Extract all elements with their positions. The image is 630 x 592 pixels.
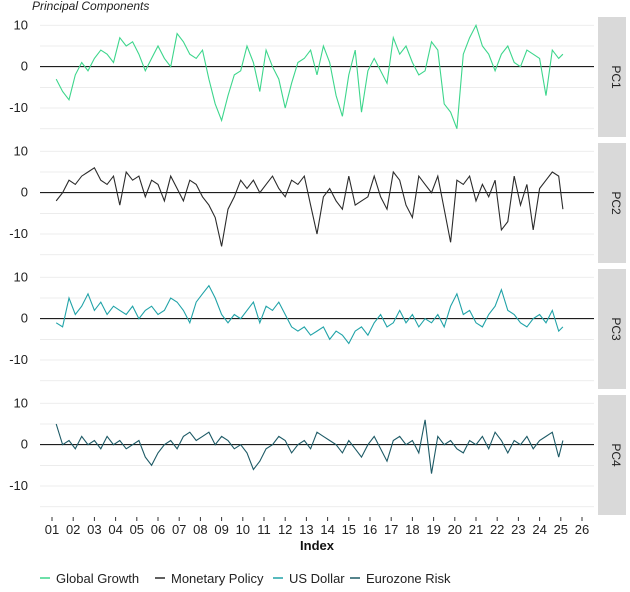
chart-title: Principal Components bbox=[32, 0, 149, 13]
x-tick-label: 09 bbox=[214, 522, 228, 537]
x-tick-label: 04 bbox=[108, 522, 122, 537]
x-tick-label: 17 bbox=[384, 522, 398, 537]
x-tick-label: 03 bbox=[87, 522, 101, 537]
x-tick-label: 01 bbox=[45, 522, 59, 537]
series-line-pc1 bbox=[55, 23, 564, 129]
x-tick-label: 02 bbox=[66, 522, 80, 537]
x-tick-label: 20 bbox=[448, 522, 462, 537]
facet-strip-label: PC4 bbox=[609, 443, 623, 467]
legend-label: Global Growth bbox=[56, 571, 139, 586]
x-tick-label: 12 bbox=[278, 522, 292, 537]
x-tick-label: 08 bbox=[193, 522, 207, 537]
facet-strip-label: PC1 bbox=[609, 65, 623, 89]
facet-strip-label: PC2 bbox=[609, 191, 623, 215]
x-tick-label: 14 bbox=[320, 522, 334, 537]
y-tick-label: 0 bbox=[21, 437, 28, 452]
x-tick-label: 21 bbox=[469, 522, 483, 537]
x-tick-label: 15 bbox=[342, 522, 356, 537]
y-tick-label: -10 bbox=[9, 226, 28, 241]
y-tick-label: 0 bbox=[21, 59, 28, 74]
x-tick-label: 16 bbox=[363, 522, 377, 537]
x-tick-label: 23 bbox=[511, 522, 525, 537]
x-tick-label: 13 bbox=[299, 522, 313, 537]
facet-strip bbox=[598, 269, 626, 389]
x-tick-label: 22 bbox=[490, 522, 504, 537]
y-tick-label: -10 bbox=[9, 478, 28, 493]
facet-strip bbox=[598, 143, 626, 263]
y-tick-label: 10 bbox=[14, 269, 28, 284]
facet-strip-label: PC3 bbox=[609, 317, 623, 341]
y-tick-label: 10 bbox=[14, 143, 28, 158]
facet-strip bbox=[598, 395, 626, 515]
series-line-pc2 bbox=[55, 167, 564, 247]
y-tick-label: 10 bbox=[14, 17, 28, 32]
y-tick-label: -10 bbox=[9, 352, 28, 367]
series-line-pc3 bbox=[55, 284, 564, 345]
x-tick-label: 07 bbox=[172, 522, 186, 537]
x-tick-label: 26 bbox=[575, 522, 589, 537]
legend-label: Eurozone Risk bbox=[366, 571, 451, 586]
y-tick-label: 0 bbox=[21, 311, 28, 326]
legend-label: US Dollar bbox=[289, 571, 345, 586]
x-axis-title: Index bbox=[300, 538, 335, 553]
facet-strip bbox=[598, 17, 626, 137]
y-tick-label: -10 bbox=[9, 100, 28, 115]
y-tick-label: 0 bbox=[21, 185, 28, 200]
y-tick-label: 10 bbox=[14, 395, 28, 410]
x-tick-label: 18 bbox=[405, 522, 419, 537]
x-tick-label: 05 bbox=[130, 522, 144, 537]
legend-label: Monetary Policy bbox=[171, 571, 264, 586]
series-line-pc4 bbox=[55, 419, 564, 474]
x-tick-label: 24 bbox=[532, 522, 546, 537]
x-tick-label: 11 bbox=[257, 522, 271, 537]
x-tick-label: 19 bbox=[426, 522, 440, 537]
x-tick-label: 06 bbox=[151, 522, 165, 537]
x-tick-label: 10 bbox=[236, 522, 250, 537]
x-tick-label: 25 bbox=[554, 522, 568, 537]
